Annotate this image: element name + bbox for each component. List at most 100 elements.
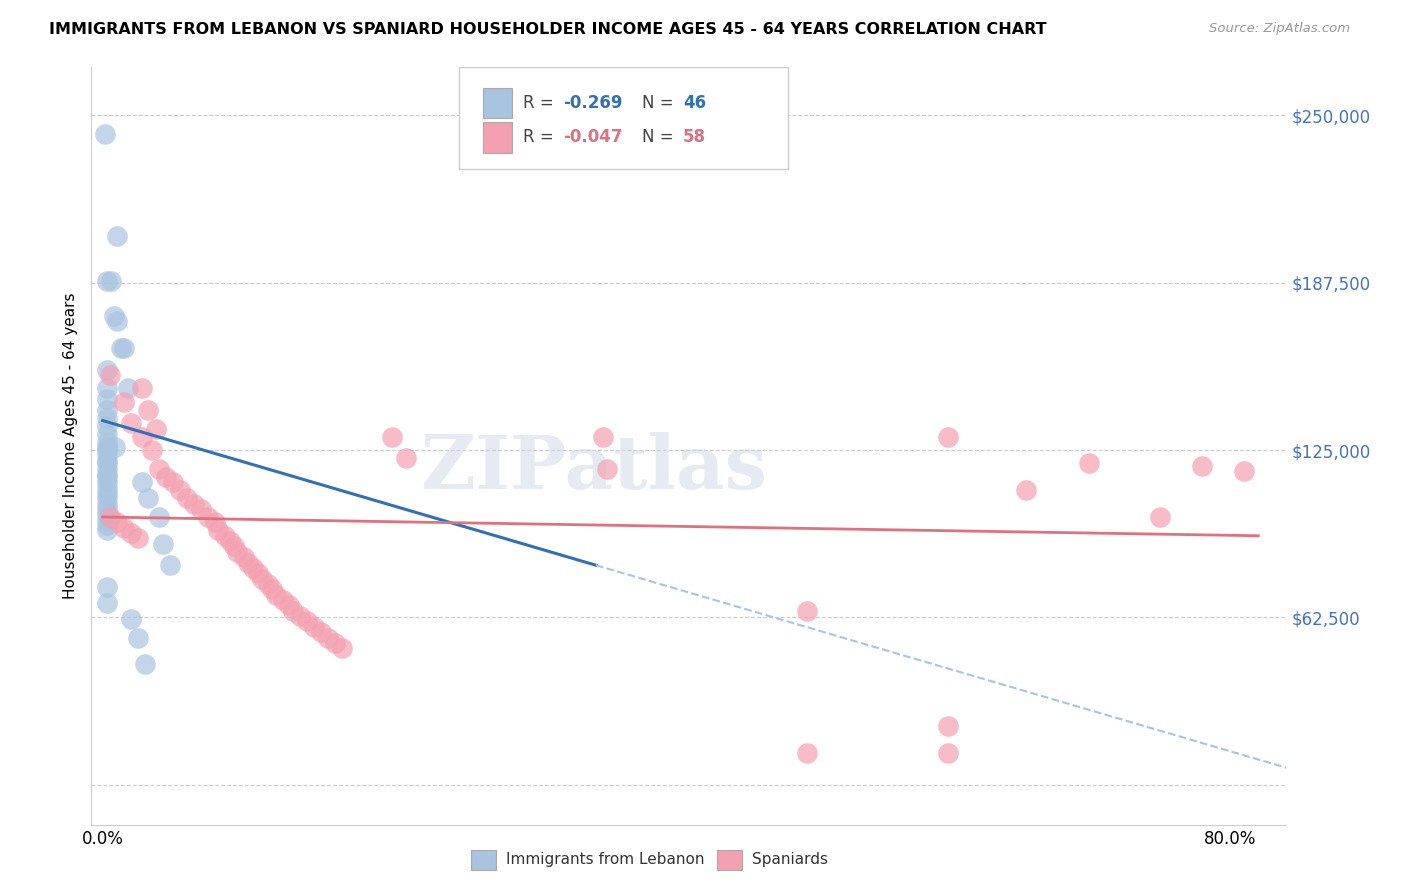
Point	[183, 497, 205, 511]
Point	[96, 475, 118, 490]
Point	[96, 470, 118, 484]
Point	[218, 534, 240, 549]
Point	[155, 470, 177, 484]
Point	[136, 402, 159, 417]
Point	[96, 462, 118, 476]
Point	[96, 508, 118, 522]
Point	[100, 274, 122, 288]
Point	[1233, 465, 1256, 479]
Point	[246, 566, 269, 581]
Point	[190, 502, 212, 516]
Y-axis label: Householder Income Ages 45 - 64 years: Householder Income Ages 45 - 64 years	[63, 293, 79, 599]
Point	[141, 443, 163, 458]
Text: Source: ZipAtlas.com: Source: ZipAtlas.com	[1209, 22, 1350, 36]
Point	[796, 746, 818, 760]
Point	[96, 362, 118, 376]
Point	[204, 516, 226, 530]
Point	[250, 572, 273, 586]
Point	[381, 429, 404, 443]
Point	[159, 558, 181, 573]
Point	[131, 381, 153, 395]
Point	[127, 631, 149, 645]
Point	[796, 604, 818, 618]
Point	[96, 524, 118, 538]
Point	[242, 561, 264, 575]
Point	[260, 582, 283, 597]
Point	[112, 521, 135, 535]
Point	[96, 513, 118, 527]
FancyBboxPatch shape	[460, 67, 789, 169]
Point	[105, 516, 128, 530]
Point	[112, 341, 135, 355]
Point	[309, 625, 332, 640]
Point	[105, 228, 128, 243]
Point	[596, 462, 619, 476]
Text: ZIPatlas: ZIPatlas	[420, 433, 766, 505]
Point	[96, 418, 118, 433]
Point	[96, 410, 118, 425]
Point	[96, 491, 118, 506]
Text: N =: N =	[643, 95, 679, 112]
Point	[214, 529, 236, 543]
Bar	[484, 88, 512, 119]
Text: IMMIGRANTS FROM LEBANON VS SPANIARD HOUSEHOLDER INCOME AGES 45 - 64 YEARS CORREL: IMMIGRANTS FROM LEBANON VS SPANIARD HOUS…	[49, 22, 1047, 37]
Point	[96, 518, 118, 533]
Text: R =: R =	[523, 128, 558, 146]
Point	[96, 454, 118, 468]
Point	[105, 314, 128, 328]
Point	[110, 341, 132, 355]
Point	[222, 540, 245, 554]
Point	[96, 392, 118, 406]
Text: Spaniards: Spaniards	[752, 853, 828, 867]
Point	[936, 719, 959, 733]
Point	[295, 615, 318, 629]
Point	[117, 381, 139, 395]
Point	[96, 426, 118, 441]
Point	[94, 127, 117, 141]
Point	[96, 580, 118, 594]
Point	[197, 510, 219, 524]
Point	[120, 416, 142, 430]
Point	[96, 457, 118, 471]
Point	[96, 497, 118, 511]
Point	[148, 510, 170, 524]
Point	[131, 475, 153, 490]
Point	[302, 620, 325, 634]
Point	[96, 486, 118, 500]
Point	[277, 599, 299, 613]
Point	[136, 491, 159, 506]
Text: Immigrants from Lebanon: Immigrants from Lebanon	[506, 853, 704, 867]
Point	[1015, 483, 1038, 498]
Point	[288, 609, 311, 624]
Point	[104, 441, 127, 455]
Point	[316, 631, 339, 645]
Point	[232, 550, 254, 565]
Point	[120, 526, 142, 541]
Point	[96, 596, 118, 610]
Point	[281, 604, 304, 618]
Text: -0.047: -0.047	[564, 128, 623, 146]
Point	[1191, 459, 1213, 474]
Point	[112, 394, 135, 409]
Point	[323, 636, 346, 650]
Point	[395, 451, 418, 466]
Point	[225, 545, 247, 559]
Point	[96, 443, 118, 458]
Point	[127, 532, 149, 546]
Point	[162, 475, 184, 490]
Point	[96, 441, 118, 455]
Point	[1078, 457, 1101, 471]
Point	[96, 449, 118, 463]
Text: 46: 46	[683, 95, 706, 112]
Point	[264, 588, 287, 602]
Point	[98, 510, 121, 524]
Bar	[484, 122, 512, 153]
Point	[169, 483, 191, 498]
Point	[96, 274, 118, 288]
Text: -0.269: -0.269	[564, 95, 623, 112]
Point	[96, 402, 118, 417]
Point	[330, 641, 353, 656]
Point	[592, 429, 614, 443]
Point	[96, 502, 118, 516]
Point	[96, 481, 118, 495]
